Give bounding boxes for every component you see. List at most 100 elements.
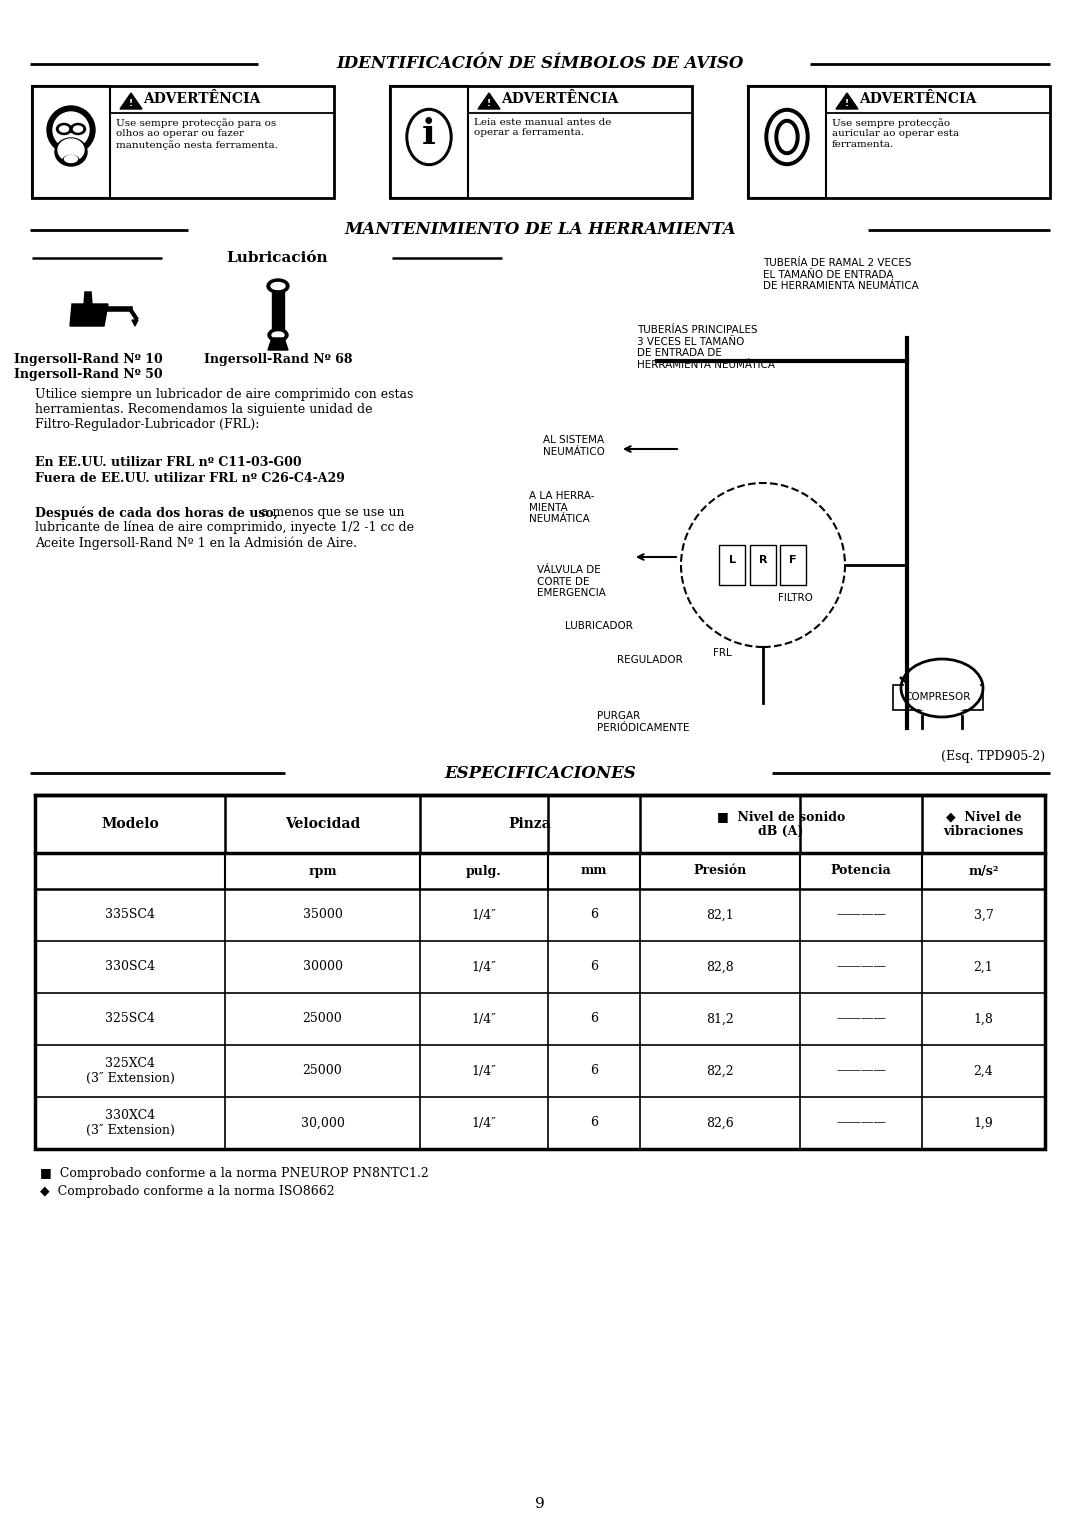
- Text: ◆  Nivel de
vibraciones: ◆ Nivel de vibraciones: [943, 810, 1024, 838]
- Text: pulg.: pulg.: [467, 864, 502, 878]
- Text: 6: 6: [590, 1065, 598, 1077]
- Text: Presión: Presión: [693, 864, 746, 878]
- Ellipse shape: [779, 124, 795, 150]
- Text: Modelo: Modelo: [102, 817, 159, 830]
- Text: 1/4″: 1/4″: [472, 961, 497, 973]
- Text: 6: 6: [590, 908, 598, 922]
- Text: MANTENIMIENTO DE LA HERRAMIENTA: MANTENIMIENTO DE LA HERRAMIENTA: [345, 222, 735, 239]
- Text: 82,6: 82,6: [706, 1117, 734, 1129]
- Bar: [750, 545, 777, 585]
- Text: 1/4″: 1/4″: [472, 1117, 497, 1129]
- Text: LUBRICADOR: LUBRICADOR: [565, 620, 633, 631]
- Bar: [32, 86, 110, 198]
- Bar: [780, 545, 806, 585]
- Text: 330SC4: 330SC4: [105, 961, 156, 973]
- Text: En EE.UU. utilizar FRL nº C11-03-G00: En EE.UU. utilizar FRL nº C11-03-G00: [35, 457, 301, 469]
- Text: ————: ————: [836, 1065, 886, 1077]
- Text: !: !: [129, 98, 133, 107]
- Text: 2,1: 2,1: [974, 961, 994, 973]
- Text: Ingersoll-Rand Nº 68: Ingersoll-Rand Nº 68: [204, 352, 352, 366]
- Ellipse shape: [775, 119, 799, 155]
- Text: Potencia: Potencia: [831, 864, 891, 878]
- Text: F: F: [789, 555, 797, 565]
- Text: ————: ————: [836, 1117, 886, 1129]
- Text: ESPECIFICACIONES: ESPECIFICACIONES: [444, 764, 636, 781]
- Text: Ingersoll-Rand Nº 50: Ingersoll-Rand Nº 50: [14, 368, 162, 381]
- Ellipse shape: [70, 124, 85, 135]
- Polygon shape: [120, 93, 141, 109]
- Text: ■  Nivel de sonido
dB (A): ■ Nivel de sonido dB (A): [717, 810, 846, 838]
- Ellipse shape: [769, 112, 805, 161]
- Bar: [719, 545, 745, 585]
- Text: 1,8: 1,8: [973, 1013, 994, 1025]
- Bar: [893, 685, 983, 709]
- Text: 82,8: 82,8: [706, 961, 734, 973]
- Text: 82,2: 82,2: [706, 1065, 733, 1077]
- Polygon shape: [132, 320, 138, 326]
- Text: ADVERTÊNCIA: ADVERTÊNCIA: [144, 92, 260, 106]
- Text: FRL: FRL: [713, 648, 732, 659]
- Ellipse shape: [905, 662, 980, 714]
- Text: 1,9: 1,9: [974, 1117, 994, 1129]
- Circle shape: [48, 106, 95, 155]
- Text: 30,000: 30,000: [300, 1117, 345, 1129]
- Text: !: !: [487, 98, 491, 107]
- Text: 325SC4: 325SC4: [105, 1013, 154, 1025]
- Ellipse shape: [65, 156, 78, 162]
- Text: Después de cada dos horas de uso,: Después de cada dos horas de uso,: [35, 506, 278, 519]
- Text: 9: 9: [535, 1497, 545, 1511]
- Text: mm: mm: [581, 864, 607, 878]
- Bar: [748, 86, 1050, 198]
- Ellipse shape: [268, 328, 288, 342]
- Text: Utilice siempre un lubricador de aire comprimido con estas
herramientas. Recomen: Utilice siempre un lubricador de aire co…: [35, 388, 414, 430]
- Ellipse shape: [765, 109, 809, 165]
- Bar: [35, 795, 1045, 1149]
- Text: ADVERTÊNCIA: ADVERTÊNCIA: [860, 92, 976, 106]
- Text: 1/4″: 1/4″: [472, 1013, 497, 1025]
- Ellipse shape: [59, 126, 68, 132]
- Text: 35000: 35000: [302, 908, 342, 922]
- Ellipse shape: [73, 126, 82, 132]
- Text: 1/4″: 1/4″: [472, 908, 497, 922]
- Text: Velocidad: Velocidad: [285, 817, 360, 830]
- Text: Lubricación: Lubricación: [226, 251, 328, 265]
- Text: !: !: [845, 98, 849, 107]
- Text: R: R: [759, 555, 767, 565]
- Text: Use sempre protecção
auricular ao operar esta
ferramenta.: Use sempre protecção auricular ao operar…: [832, 118, 959, 149]
- Ellipse shape: [409, 112, 449, 162]
- Text: COMPRESOR: COMPRESOR: [905, 692, 971, 702]
- Ellipse shape: [272, 332, 284, 339]
- Text: 3,7: 3,7: [974, 908, 994, 922]
- Text: 6: 6: [590, 1013, 598, 1025]
- Polygon shape: [478, 93, 500, 109]
- Circle shape: [53, 112, 89, 149]
- Text: Aceite Ingersoll-Rand Nº 1 en la Admisión de Aire.: Aceite Ingersoll-Rand Nº 1 en la Admisió…: [35, 536, 357, 550]
- Ellipse shape: [267, 279, 289, 293]
- Text: 30000: 30000: [302, 961, 342, 973]
- Text: IDENTIFICACIÓN DE SÍMBOLOS DE AVISO: IDENTIFICACIÓN DE SÍMBOLOS DE AVISO: [336, 55, 744, 72]
- Ellipse shape: [55, 138, 87, 165]
- Text: L: L: [729, 555, 735, 565]
- Text: Ingersoll-Rand Nº 10: Ingersoll-Rand Nº 10: [14, 352, 162, 366]
- Text: ◆  Comprobado conforme a la norma ISO8662: ◆ Comprobado conforme a la norma ISO8662: [40, 1184, 335, 1198]
- Polygon shape: [84, 293, 92, 303]
- Text: ————: ————: [836, 908, 886, 922]
- Text: ADVERTÊNCIA: ADVERTÊNCIA: [501, 92, 619, 106]
- Text: 1/4″: 1/4″: [472, 1065, 497, 1077]
- Ellipse shape: [406, 109, 453, 165]
- Ellipse shape: [63, 156, 79, 164]
- Text: m/s²: m/s²: [969, 864, 999, 878]
- Text: 2,4: 2,4: [974, 1065, 994, 1077]
- Ellipse shape: [56, 124, 71, 135]
- Text: i: i: [422, 116, 436, 152]
- Text: Pinza: Pinza: [509, 817, 552, 830]
- Bar: [390, 86, 468, 198]
- Text: Leia este manual antes de
operar a ferramenta.: Leia este manual antes de operar a ferra…: [474, 118, 611, 138]
- Text: 335SC4: 335SC4: [105, 908, 156, 922]
- Polygon shape: [836, 93, 858, 109]
- Bar: [272, 282, 284, 339]
- Text: 6: 6: [590, 961, 598, 973]
- Text: 6: 6: [590, 1117, 598, 1129]
- Text: A LA HERRA-
MIENTA
NEUMÁTICA: A LA HERRA- MIENTA NEUMÁTICA: [529, 490, 594, 524]
- Text: 82,1: 82,1: [706, 908, 734, 922]
